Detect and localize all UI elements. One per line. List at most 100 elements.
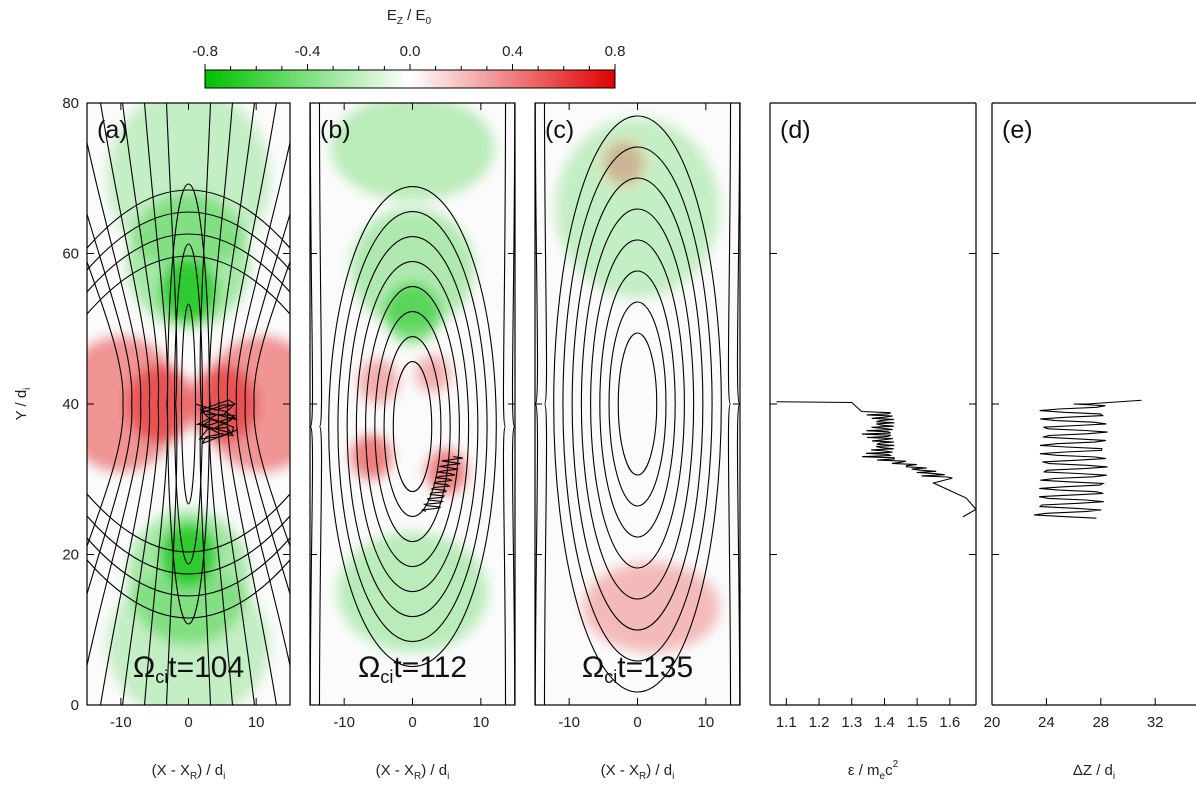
field-line: [87, 260, 124, 548]
x-tick-label: 24: [1038, 714, 1055, 731]
x-tick-label: 1.1: [776, 714, 797, 731]
field-blob: [357, 358, 399, 404]
field-line: [87, 211, 290, 271]
particle-trajectory: [421, 456, 463, 512]
x-tick-label: 10: [697, 714, 714, 731]
trajectory-series: [776, 401, 977, 518]
field-blob: [555, 118, 720, 299]
heatmap-area: [87, 103, 290, 705]
colorbar-tick-label: 0.4: [502, 43, 523, 60]
x-tick-label: 10: [248, 714, 265, 731]
x-axis-title: ε / mec2: [848, 759, 899, 782]
particle-trajectory: [195, 399, 238, 445]
heatmap-area: [310, 103, 515, 705]
x-tick-label: 28: [1092, 714, 1109, 731]
field-line: [99, 103, 151, 705]
field-line: [392, 361, 433, 493]
y-tick-label: 20: [62, 547, 79, 564]
x-tick-label: -10: [558, 714, 580, 731]
field-line: [87, 233, 290, 293]
y-tick-label: 60: [62, 246, 79, 263]
field-line: [121, 103, 160, 705]
x-tick-label: 0: [408, 714, 416, 731]
field-line: [244, 212, 290, 596]
x-tick-label: -10: [333, 714, 355, 731]
field-blob: [582, 562, 720, 653]
x-tick-label: 1.5: [907, 714, 928, 731]
field-line: [553, 115, 722, 693]
field-blob: [603, 140, 645, 186]
x-tick-label: 0: [184, 714, 192, 731]
time-label: Ωcit=135: [582, 651, 693, 687]
x-tick-label: 1.6: [939, 714, 960, 731]
panel-label: (c): [545, 116, 574, 144]
time-label: Ωcit=112: [358, 651, 467, 687]
field-line: [374, 311, 451, 543]
x-tick-label: 1.3: [841, 714, 862, 731]
x-tick-label: 0: [633, 714, 641, 731]
panel-label: (b): [320, 116, 351, 144]
field-line: [87, 537, 290, 597]
trajectory-line: [776, 401, 977, 518]
field-line: [346, 236, 479, 618]
field-line: [166, 183, 211, 625]
field-blob: [107, 569, 270, 705]
x-tick-label: 1.2: [809, 714, 830, 731]
field-blob: [351, 208, 474, 329]
field-line: [580, 208, 695, 600]
field-lines: [310, 103, 515, 705]
colorbar-ticks: -0.8 -0.4 0.0 0.4 0.8: [192, 43, 625, 70]
field-line: [590, 239, 685, 569]
x-axis-title: (X - XR) / di: [376, 762, 450, 782]
x-axis-title: (X - XR) / di: [152, 762, 226, 782]
x-tick-label: 10: [472, 714, 489, 731]
colorbar-title: EZ / E0: [387, 7, 432, 27]
field-line: [87, 212, 133, 596]
panel-label: (a): [97, 116, 128, 144]
panel-label: (d): [780, 116, 811, 144]
field-line: [235, 140, 290, 668]
panel-d: 1.1 1.2 1.3 1.4 1.5 1.6 ε / mec2 (d): [769, 102, 977, 782]
field-line: [383, 336, 442, 518]
trajectory-line: [195, 399, 238, 445]
x-tick-label: 32: [1147, 714, 1164, 731]
field-line: [173, 243, 204, 565]
field-line: [165, 103, 178, 705]
x-tick-label: 1.4: [874, 714, 895, 731]
trajectory-line: [421, 456, 463, 512]
trajectory-series: [1034, 399, 1142, 519]
y-tick-label: 80: [62, 95, 79, 112]
field-line: [87, 189, 290, 249]
panel-c: -10 0 10 (X - XR) / di (c) Ωcit=135: [534, 102, 741, 782]
field-lines: [87, 103, 290, 705]
y-tick-label: 0: [71, 697, 79, 714]
field-lines: [535, 103, 740, 705]
field-line: [253, 260, 290, 548]
time-label: Ωcit=104: [133, 651, 244, 687]
colorbar-tick-label: 0.8: [605, 43, 626, 60]
field-line: [87, 515, 290, 575]
y-tick-label: 40: [62, 396, 79, 413]
y-axis-title: Y / di: [13, 388, 33, 421]
field-line: [599, 270, 676, 538]
colorbar-tick-label: -0.4: [295, 43, 321, 60]
field-line: [365, 286, 460, 568]
colorbar-gradient: [204, 69, 616, 89]
x-tick-label: 20: [984, 714, 1001, 731]
x-axis-title: ΔZ / di: [1073, 762, 1115, 782]
panel-e: 20 24 28 32 ΔZ / di (e): [984, 102, 1196, 782]
panel-b: -10 0 10 (X - XR) / di (b) Ωcit=112: [309, 102, 516, 782]
field-blob: [330, 103, 495, 201]
field-line: [87, 493, 290, 553]
field-line: [543, 103, 732, 705]
field-line: [87, 140, 142, 668]
colorbar-tick-label: -0.8: [192, 43, 218, 60]
field-blob: [202, 336, 290, 472]
field-blob: [107, 103, 270, 269]
field-line: [208, 103, 234, 705]
field-line: [355, 261, 470, 593]
field-line: [571, 177, 704, 631]
field-line: [199, 103, 212, 705]
field-line: [87, 255, 290, 315]
